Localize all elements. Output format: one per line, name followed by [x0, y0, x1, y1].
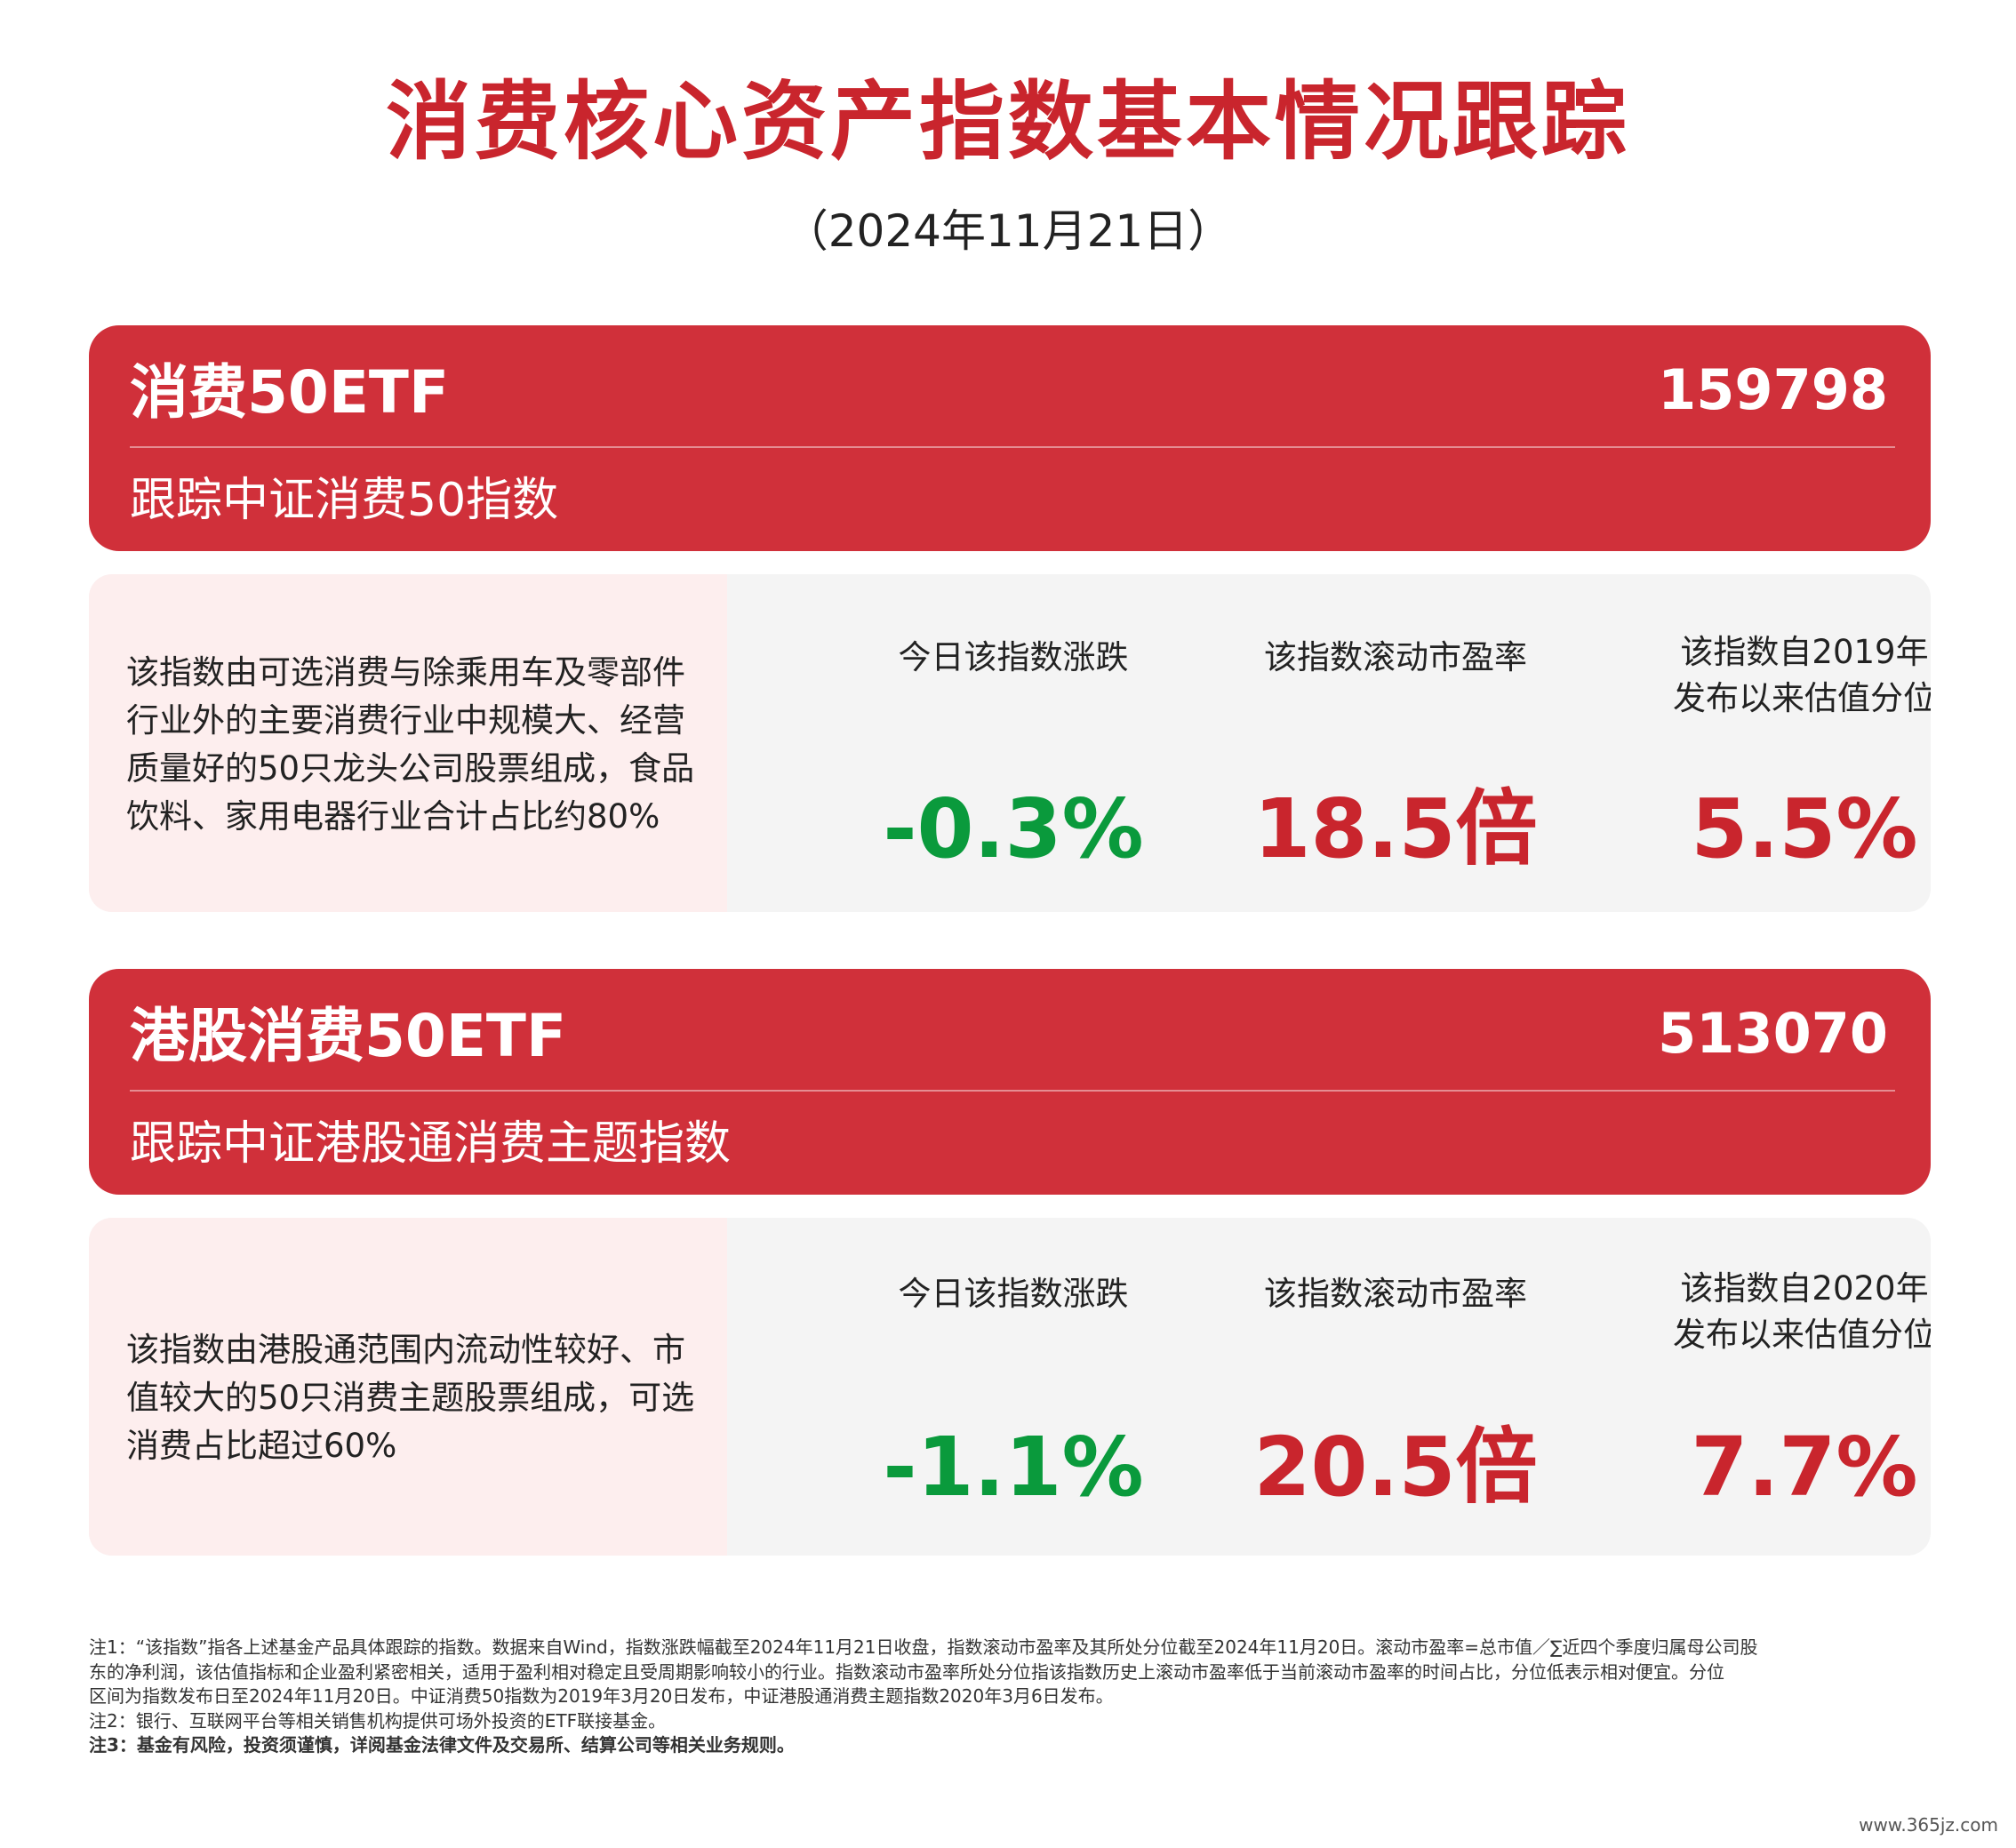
description-line: 消费占比超过60% — [126, 1427, 397, 1465]
metric-value: -0.3% — [883, 781, 1144, 876]
fund-info-card-1: 该指数由可选消费与除乘用车及零部件 行业外的主要消费行业中规模大、经营 质量好的… — [89, 574, 1931, 912]
header-divider — [130, 446, 1895, 448]
header-divider — [130, 1090, 1895, 1092]
metric-label: 今日该指数涨跌 — [898, 638, 1129, 676]
footnote-3: 注3：基金有风险，投资须谨慎，详阅基金法律文件及交易所、结算公司等相关业务规则。 — [89, 1734, 795, 1756]
description-line: 质量好的50只龙头公司股票组成，食品 — [126, 749, 695, 788]
metric-label: 该指数自2019年 — [1680, 633, 1929, 671]
index-description: 该指数由港股通范围内流动性较好、市 值较大的50只消费主题股票组成，可选 消费占… — [89, 1218, 727, 1556]
fund-tracking-index: 跟踪中证消费50指数 — [130, 474, 559, 527]
description-line: 该指数由可选消费与除乘用车及零部件 — [126, 653, 685, 692]
metric-label: 该指数自2020年 — [1680, 1269, 1929, 1308]
description-line: 饮料、家用电器行业合计占比约80% — [126, 797, 660, 836]
metric-label: 发布以来估值分位 — [1673, 1316, 1931, 1354]
site-watermark: www.365jz.com — [1859, 1814, 1998, 1836]
metric-daily-change: 今日该指数涨跌 -0.3% — [773, 574, 1253, 912]
metric-value: -1.1% — [883, 1420, 1144, 1515]
description-line: 值较大的50只消费主题股票组成，可选 — [126, 1379, 695, 1417]
metric-valuation-percentile: 该指数自2019年 发布以来估值分位 5.5% — [1564, 574, 1931, 912]
description-line: 该指数由港股通范围内流动性较好、市 — [126, 1331, 685, 1369]
footnote-1-line: 东的净利润，该估值指标和企业盈利紧密相关，适用于盈利相对稳定且受周期影响较小的行… — [89, 1660, 1724, 1683]
metric-label: 今日该指数涨跌 — [898, 1275, 1129, 1313]
page-title: 消费核心资产指数基本情况跟踪 — [386, 72, 1630, 172]
fund-info-card-2: 该指数由港股通范围内流动性较好、市 值较大的50只消费主题股票组成，可选 消费占… — [89, 1218, 1931, 1556]
metric-rolling-pe: 该指数滚动市盈率 18.5倍 — [1156, 574, 1636, 912]
description-text: 该指数由港股通范围内流动性较好、市 值较大的50只消费主题股票组成，可选 消费占… — [126, 1326, 706, 1470]
footnotes: 注1：“该指数”指各上述基金产品具体跟踪的指数。数据来自Wind，指数涨跌幅截至… — [89, 1636, 1938, 1758]
description-text: 该指数由可选消费与除乘用车及零部件 行业外的主要消费行业中规模大、经营 质量好的… — [126, 649, 706, 841]
metric-label: 发布以来估值分位 — [1673, 679, 1931, 717]
fund-name: 港股消费50ETF — [130, 1002, 567, 1070]
metric-label: 该指数滚动市盈率 — [1264, 638, 1527, 676]
metric-value: 20.5倍 — [1253, 1420, 1538, 1515]
metric-value: 7.7% — [1691, 1420, 1918, 1515]
fund-tracking-index: 跟踪中证港股通消费主题指数 — [130, 1117, 732, 1171]
footnote-1-line: 注1：“该指数”指各上述基金产品具体跟踪的指数。数据来自Wind，指数涨跌幅截至… — [89, 1636, 1758, 1658]
footnote-1-line: 区间为指数发布日至2024年11月20日。中证消费50指数为2019年3月20日… — [89, 1685, 1114, 1707]
metric-value: 5.5% — [1691, 781, 1918, 876]
metric-daily-change: 今日该指数涨跌 -1.1% — [773, 1218, 1253, 1556]
fund-name: 消费50ETF — [130, 358, 450, 427]
fund-code: 159798 — [1658, 357, 1888, 422]
metric-label: 该指数滚动市盈率 — [1264, 1275, 1527, 1313]
page-date: （2024年11月21日） — [783, 205, 1233, 257]
fund-code: 513070 — [1658, 1001, 1888, 1066]
fund-header-1: 消费50ETF 159798 跟踪中证消费50指数 — [89, 325, 1931, 551]
metric-valuation-percentile: 该指数自2020年 发布以来估值分位 7.7% — [1564, 1218, 1931, 1556]
metric-rolling-pe: 该指数滚动市盈率 20.5倍 — [1156, 1218, 1636, 1556]
index-description: 该指数由可选消费与除乘用车及零部件 行业外的主要消费行业中规模大、经营 质量好的… — [89, 574, 727, 912]
description-line: 行业外的主要消费行业中规模大、经营 — [126, 701, 685, 740]
footnote-2: 注2：银行、互联网平台等相关销售机构提供可场外投资的ETF联接基金。 — [89, 1709, 667, 1732]
fund-header-2: 港股消费50ETF 513070 跟踪中证港股通消费主题指数 — [89, 969, 1931, 1195]
metric-value: 18.5倍 — [1253, 781, 1538, 876]
